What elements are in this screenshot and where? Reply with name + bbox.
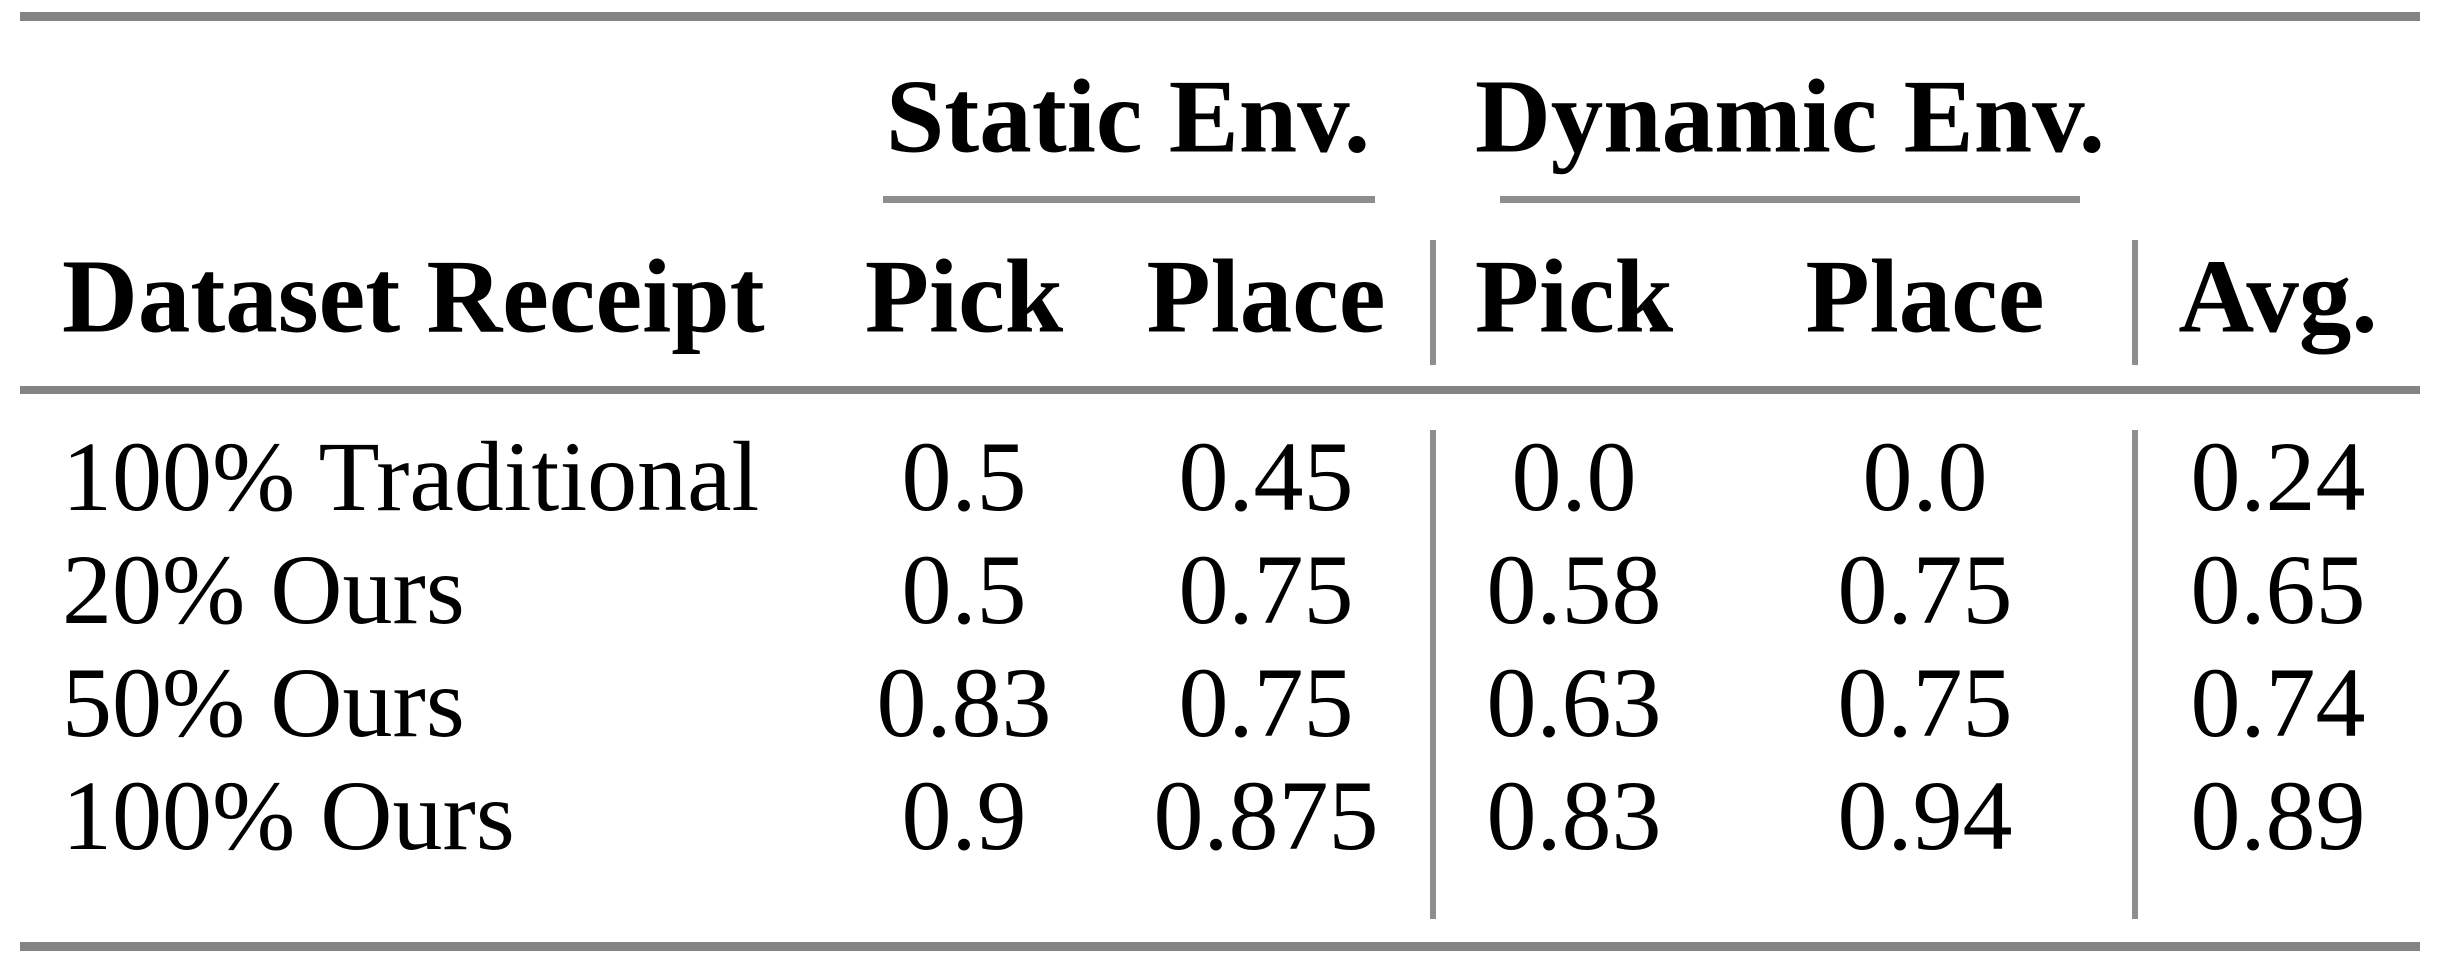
row-label: 100% Traditional xyxy=(62,420,760,532)
static-env-group-header: Static Env. xyxy=(885,57,1371,175)
value-static-pick: 0.83 xyxy=(876,646,1052,758)
value-static-place: 0.875 xyxy=(1153,759,1379,871)
separator-static-dynamic-body xyxy=(1430,430,1436,919)
header-avg: Avg. xyxy=(2178,237,2378,355)
top-rule xyxy=(20,12,2420,21)
table-row: 50% Ours 0.83 0.75 0.63 0.75 0.74 xyxy=(0,646,2440,759)
value-static-pick: 0.5 xyxy=(901,533,1027,645)
dynamic-env-group-header: Dynamic Env. xyxy=(1474,57,2106,175)
header-rule xyxy=(20,386,2420,394)
value-dynamic-pick: 0.63 xyxy=(1486,646,1662,758)
table-row: 20% Ours 0.5 0.75 0.58 0.75 0.65 xyxy=(0,533,2440,646)
header-dynamic-pick: Pick xyxy=(1474,237,1674,355)
header-dataset-receipt: Dataset Receipt xyxy=(62,237,765,355)
row-label: 100% Ours xyxy=(62,759,515,871)
value-dynamic-pick: 0.0 xyxy=(1511,420,1637,532)
static-group-underline xyxy=(883,196,1375,203)
value-avg: 0.65 xyxy=(2190,533,2366,645)
value-dynamic-pick: 0.83 xyxy=(1486,759,1662,871)
value-dynamic-pick: 0.58 xyxy=(1486,533,1662,645)
value-dynamic-place: 0.75 xyxy=(1837,646,2013,758)
row-label: 50% Ours xyxy=(62,646,465,758)
value-dynamic-place: 0.75 xyxy=(1837,533,2013,645)
header-dynamic-place: Place xyxy=(1805,237,2045,355)
column-header-row: Dataset Receipt Pick Place Pick Place Av… xyxy=(0,240,2440,352)
group-header-row: Static Env. Dynamic Env. xyxy=(0,62,2440,170)
value-dynamic-place: 0.0 xyxy=(1862,420,1988,532)
separator-static-dynamic-header xyxy=(1430,240,1436,365)
table-row: 100% Ours 0.9 0.875 0.83 0.94 0.89 xyxy=(0,759,2440,872)
value-static-place: 0.45 xyxy=(1178,420,1354,532)
value-static-pick: 0.5 xyxy=(901,420,1027,532)
separator-dynamic-avg-header xyxy=(2132,240,2138,365)
value-static-pick: 0.9 xyxy=(901,759,1027,871)
value-avg: 0.24 xyxy=(2190,420,2366,532)
header-static-place: Place xyxy=(1146,237,1386,355)
value-static-place: 0.75 xyxy=(1178,533,1354,645)
bottom-rule xyxy=(20,942,2420,951)
value-avg: 0.74 xyxy=(2190,646,2366,758)
header-static-pick: Pick xyxy=(864,237,1064,355)
value-static-place: 0.75 xyxy=(1178,646,1354,758)
table-row: 100% Traditional 0.5 0.45 0.0 0.0 0.24 xyxy=(0,420,2440,533)
row-label: 20% Ours xyxy=(62,533,465,645)
dynamic-group-underline xyxy=(1500,196,2080,203)
separator-dynamic-avg-body xyxy=(2132,430,2138,919)
value-avg: 0.89 xyxy=(2190,759,2366,871)
value-dynamic-place: 0.94 xyxy=(1837,759,2013,871)
